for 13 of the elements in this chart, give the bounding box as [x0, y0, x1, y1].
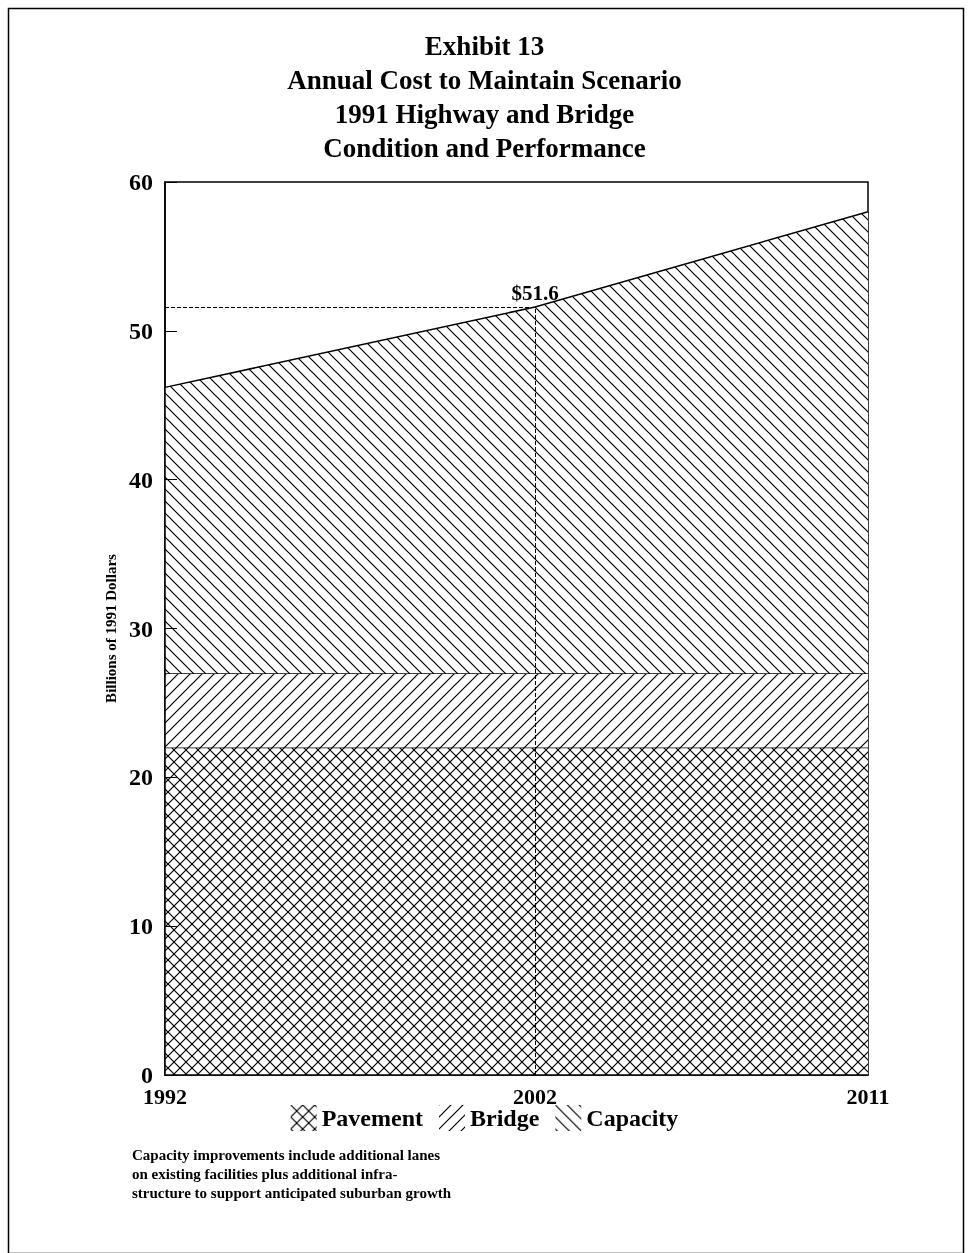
y-tick-label: 20	[129, 764, 153, 791]
legend-label: Pavement	[321, 1105, 423, 1131]
y-tick-label: 50	[129, 317, 153, 344]
text: Capacity improvements include additional lanes on existing facilities plus additional infra- structure to support anticipated suburban growth	[132, 1146, 452, 1201]
x-tick-label: 2011	[846, 1083, 890, 1109]
y-tick-label: 10	[129, 913, 153, 940]
legend-label: Capacity	[586, 1105, 679, 1131]
ref-line-label: $51.6	[511, 280, 559, 305]
y-tick-label: 40	[129, 466, 153, 493]
y-tick-label: 30	[129, 615, 153, 642]
y-axis-title: Billions of 1991 Dollars	[102, 553, 119, 703]
y-tick-label: 60	[129, 169, 153, 195]
chart-title: Exhibit 13 Annual Cost to Maintain Scenario 1991 Highway and Bridge Condition and Performance	[287, 31, 682, 163]
